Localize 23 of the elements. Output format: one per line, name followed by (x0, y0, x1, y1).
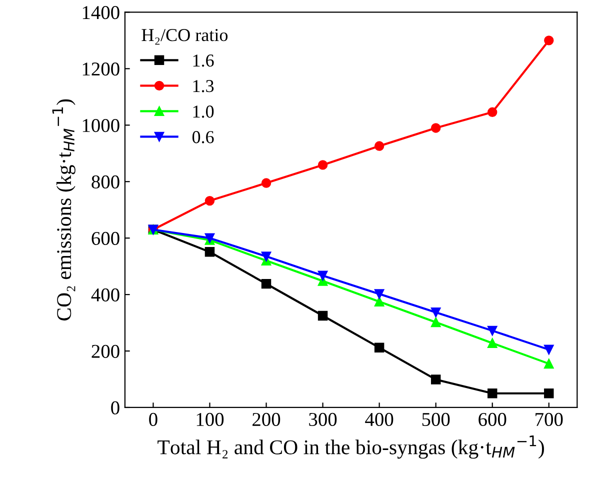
y-tick-label: 1400 (82, 6, 120, 20)
x-tick-label: 600 (478, 412, 506, 426)
y-axis-title: CO₂ emissions (kg·t$_{HM}$$^{−1}$) (52, 99, 76, 320)
x-tick-label: 100 (196, 412, 224, 426)
y-tick-label: 800 (92, 175, 120, 189)
y-tick-label: 1200 (82, 62, 120, 76)
legend-label: 1.6 (193, 54, 214, 67)
legend-title: H₂/CO ratio (142, 29, 228, 45)
x-tick-label: 500 (422, 412, 450, 426)
x-tick-label: 400 (365, 412, 394, 426)
x-tick-label: 700 (536, 412, 563, 426)
x-tick-label: 200 (252, 412, 280, 426)
legend-label: 1.3 (193, 80, 214, 92)
x-axis-title: Total H₂ and CO in the bio-syngas (kg·t$_{HM}$$^{−1}$) (158, 436, 544, 459)
y-tick-label: 200 (92, 344, 120, 358)
x-tick-label: 0 (149, 412, 158, 426)
legend-label: 1.0 (193, 106, 214, 118)
legend-label: 0.6 (192, 131, 214, 144)
x-tick-label: 300 (309, 412, 337, 426)
y-tick-label: 400 (91, 288, 120, 302)
y-tick-label: 600 (92, 232, 120, 246)
y-tick-label: 1000 (82, 118, 120, 132)
y-tick-label: 0 (111, 401, 120, 414)
